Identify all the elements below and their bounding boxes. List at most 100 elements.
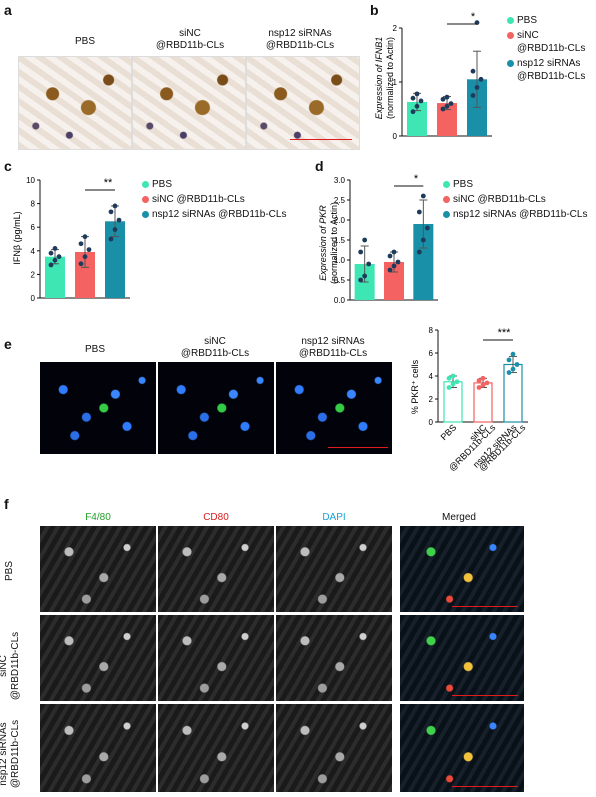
panel-f-channel-merged: Merged [442, 512, 476, 523]
panel-b-ylabel-2: (normalized to Actin) [385, 37, 395, 119]
panel-f-scale-bar [452, 695, 518, 696]
y-tick-label: 6 [429, 349, 434, 358]
panel-f-image-pbs-cd80 [158, 526, 274, 612]
data-point [112, 227, 118, 232]
legend-sinc-swatch [142, 196, 149, 203]
y-tick-label: 1.0 [334, 256, 346, 265]
legend-pbs-label: PBS [453, 179, 474, 190]
legend-nsp12-label: nsp12 siRNAs @RBD11b-CLs [152, 209, 287, 220]
data-point [82, 254, 88, 260]
panel-a-ihc-image-nsp12 [246, 56, 360, 150]
panel-f-image-nsp12-f480 [40, 704, 156, 792]
data-point [410, 95, 416, 101]
data-point [387, 253, 393, 259]
panel-a-ihc-image-sinc [132, 56, 246, 150]
data-point [362, 237, 368, 243]
data-point [366, 261, 372, 267]
bar [413, 224, 434, 300]
data-point [470, 68, 476, 74]
panel-d-ylabel-2: (normalized to Actin) [329, 202, 339, 284]
panel-f-image-nsp12-dapi [276, 704, 392, 792]
panel-f-image-sinc-merged [400, 615, 524, 701]
panel-a-col-nsp12: nsp12 siRNAs @RBD11b-CLs [265, 28, 335, 51]
legend-pbs-label: PBS [517, 15, 538, 26]
data-point [470, 93, 476, 98]
legend-sinc-label: siNC @RBD11b-CLs [152, 194, 245, 205]
y-tick-label: 2.5 [334, 196, 346, 205]
panel-f-image-sinc-dapi [276, 615, 392, 701]
bar [437, 103, 457, 136]
data-point [391, 263, 397, 269]
legend-sinc-swatch [443, 196, 450, 203]
panel-f-image-nsp12-merged [400, 704, 524, 792]
legend-pbs-label: PBS [152, 179, 173, 190]
data-point [450, 381, 456, 387]
panel-c-ylabel: IFNβ (pg/mL) [12, 211, 22, 264]
panel-f-image-pbs-merged [400, 526, 524, 612]
data-point [395, 259, 401, 265]
panel-f-channel-dapi: DAPI [322, 512, 346, 523]
data-point [506, 357, 512, 363]
bar [473, 382, 493, 423]
data-point [418, 98, 424, 104]
data-point [480, 382, 486, 388]
legend-pbs-swatch [443, 181, 450, 188]
data-point [410, 109, 416, 115]
y-tick-label: 10 [26, 176, 35, 185]
panel-a-letter: a [4, 2, 12, 18]
panel-a-scale-bar [290, 139, 352, 140]
y-tick-label: 2 [31, 270, 36, 279]
data-point [444, 94, 450, 100]
data-point [108, 209, 114, 215]
data-point [484, 380, 490, 386]
y-tick-label: 0.0 [334, 296, 346, 305]
data-point [420, 193, 426, 199]
panel-b-chart: Expression of IFNB1 (normalized to Actin… [374, 11, 492, 141]
panel-c-legend: PBS siNC @RBD11b-CLs nsp12 siRNAs @RBD11… [142, 178, 312, 223]
y-tick-label: 0 [429, 418, 434, 427]
data-point [416, 209, 422, 215]
data-point [78, 241, 84, 247]
legend-sinc-label: siNC @RBD11b-CLs [517, 30, 586, 54]
panel-d-legend: PBS siNC @RBD11b-CLs nsp12 siRNAs @RBD11… [443, 178, 593, 223]
panel-d-sig: * [414, 173, 419, 185]
panel-f-image-pbs-f480 [40, 526, 156, 612]
legend-nsp12-swatch [142, 211, 149, 218]
data-point [424, 225, 430, 231]
panel-f-letter: f [4, 496, 9, 512]
data-point [440, 96, 446, 102]
panel-f-row-sinc: siNC @RBD11b-CLs [0, 631, 21, 701]
panel-c-chart: IFNβ (pg/mL) 0 2 4 6 8 10 ** [12, 176, 130, 303]
data-point [514, 362, 520, 367]
y-tick-label: 8 [31, 200, 36, 209]
legend-nsp12-label: nsp12 siRNAs @RBD11b-CLs [453, 209, 588, 220]
data-point [52, 257, 58, 263]
panel-b-legend: PBS siNC @RBD11b-CLs nsp12 siRNAs @RBD11… [507, 14, 596, 85]
panel-c-letter: c [4, 158, 12, 174]
data-point [510, 351, 516, 357]
y-tick-label: 6 [31, 223, 36, 232]
data-point [358, 277, 364, 283]
panel-f-channel-cd80: CD80 [203, 512, 229, 523]
panel-e-fluor-image-nsp12 [276, 362, 392, 454]
panel-f-scale-bar [452, 606, 518, 607]
data-point [420, 237, 426, 243]
panel-d-ylabel-1: Expression of PKR [318, 205, 328, 281]
legend-sinc-swatch [507, 32, 514, 39]
data-point [476, 378, 482, 383]
data-point [56, 254, 62, 260]
panel-e-col-sinc: siNC @RBD11b-CLs [180, 336, 250, 359]
legend-pbs-swatch [507, 17, 514, 24]
data-point [440, 106, 446, 112]
data-point [86, 247, 92, 253]
data-point [116, 217, 122, 223]
panel-b-ylabel-1: Expression of IFNB1 [374, 37, 384, 120]
panel-e-ylabel: % PKR⁺ cells [410, 359, 420, 414]
panel-e-fluor-image-sinc [158, 362, 274, 454]
panel-f-image-sinc-f480 [40, 615, 156, 701]
panel-a-col-pbs: PBS [74, 36, 95, 47]
y-tick-label: 0 [31, 294, 36, 303]
data-point [387, 267, 393, 273]
y-tick-label: 2.0 [334, 216, 346, 225]
